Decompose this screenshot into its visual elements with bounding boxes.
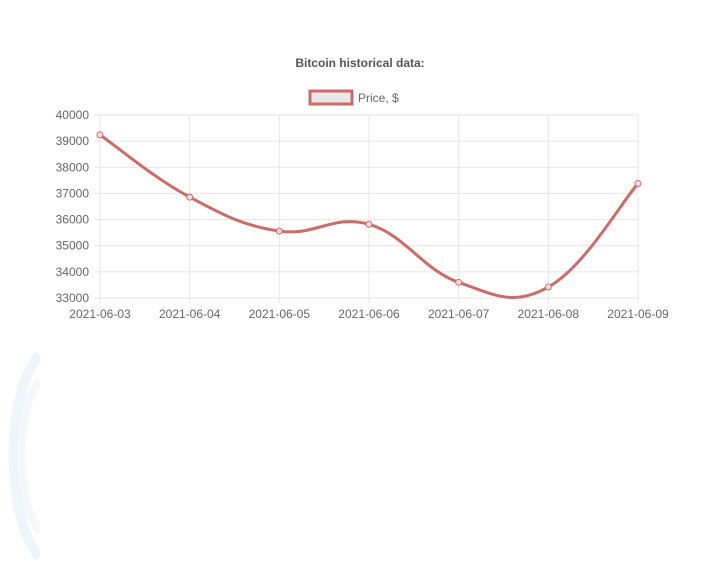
legend[interactable]: Price, $ — [308, 89, 399, 106]
x-tick-label: 2021-06-09 — [607, 307, 669, 321]
legend-color-box — [308, 89, 354, 106]
data-point[interactable] — [365, 220, 373, 228]
x-tick-label: 2021-06-04 — [159, 307, 221, 321]
y-tick-label: 35000 — [56, 239, 90, 253]
y-tick-label: 34000 — [56, 265, 90, 279]
data-point[interactable] — [96, 131, 104, 139]
x-axis-ticks: 2021-06-03 2021-06-04 2021-06-05 2021-06-06… — [69, 307, 669, 321]
data-point[interactable] — [186, 193, 194, 201]
data-point[interactable] — [275, 227, 283, 235]
data-point[interactable] — [544, 283, 552, 291]
chart-title: Bitcoin historical data: — [295, 56, 424, 70]
x-tick-label: 2021-06-07 — [428, 307, 490, 321]
y-axis-ticks: 33000 34000 35000 36000 37000 38000 39000 40000 — [56, 108, 90, 305]
series-points-group — [96, 131, 642, 291]
grid-lines — [94, 114, 639, 303]
legend-label: Price, $ — [358, 91, 399, 105]
y-tick-label: 40000 — [56, 108, 90, 122]
x-tick-label: 2021-06-03 — [69, 307, 131, 321]
y-tick-label: 33000 — [56, 291, 90, 305]
x-tick-label: 2021-06-05 — [249, 307, 311, 321]
y-tick-label: 38000 — [56, 160, 90, 174]
y-tick-label: 36000 — [56, 213, 90, 227]
data-point[interactable] — [455, 278, 463, 286]
y-tick-label: 39000 — [56, 134, 90, 148]
x-tick-label: 2021-06-08 — [518, 307, 580, 321]
data-point[interactable] — [634, 179, 642, 187]
y-tick-label: 37000 — [56, 186, 90, 200]
x-tick-label: 2021-06-06 — [338, 307, 400, 321]
decorative-background-arcs — [0, 350, 44, 562]
bitcoin-line-chart: Bitcoin historical data: Price, $ 33000 3… — [56, 56, 669, 321]
